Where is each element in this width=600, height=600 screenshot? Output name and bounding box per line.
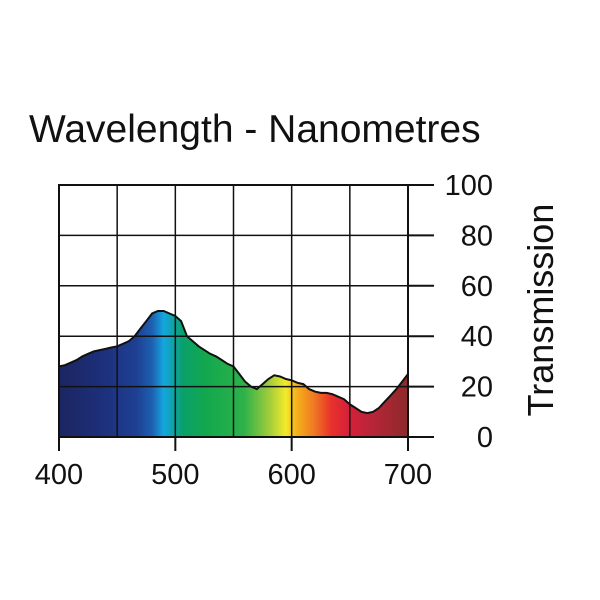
plot-frame bbox=[58, 184, 409, 438]
x-tick-label: 700 bbox=[384, 459, 432, 491]
y-tick-label: 80 bbox=[461, 220, 493, 252]
x-tick-label: 600 bbox=[267, 459, 315, 491]
y-tick-label: 100 bbox=[445, 170, 493, 202]
y-tick-label: 60 bbox=[461, 271, 493, 303]
y-tick-label: 40 bbox=[461, 321, 493, 353]
x-tick-label: 500 bbox=[151, 459, 199, 491]
y-tick-label: 20 bbox=[461, 372, 493, 404]
x-tick-label: 400 bbox=[35, 459, 83, 491]
y-axis-label: Transmission bbox=[520, 204, 561, 417]
chart-title: Wavelength - Nanometres bbox=[29, 108, 481, 151]
y-tick-label: 0 bbox=[477, 422, 493, 454]
